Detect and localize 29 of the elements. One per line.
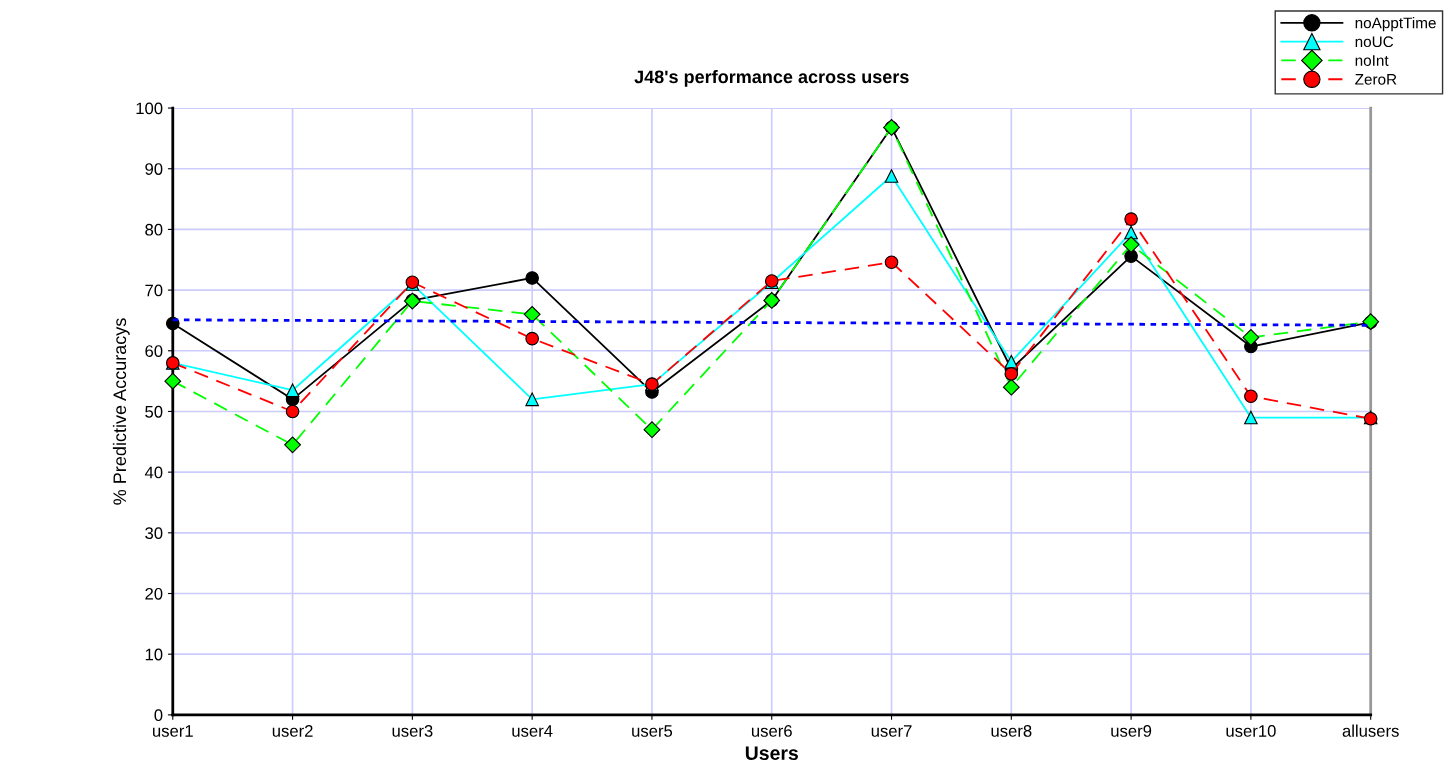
chart-title: J48's performance across users	[634, 69, 909, 87]
y-axis-title: % Predictive Accuracys	[112, 318, 130, 505]
y-tick-label: 20	[145, 587, 163, 600]
x-tick-label: user6	[751, 725, 792, 737]
y-tick-label: 50	[145, 405, 163, 418]
x-tick-label: user5	[632, 725, 673, 737]
y-tick-label: 10	[145, 648, 163, 661]
x-tick-label: user1	[153, 725, 193, 737]
y-tick-label: 40	[144, 466, 163, 479]
y-tick-label: 0	[154, 709, 163, 722]
y-tick-label: 70	[145, 284, 163, 297]
legend-label: ZeroR	[1355, 74, 1397, 85]
x-tick-label: user7	[871, 725, 912, 737]
x-tick-label: user4	[512, 725, 553, 737]
y-tick-label: 60	[145, 345, 163, 357]
x-tick-label: user10	[1226, 725, 1276, 737]
x-tick-label: user8	[991, 725, 1032, 737]
y-tick-label: 30	[145, 527, 163, 540]
x-tick-label: user3	[392, 725, 433, 737]
x-tick-label: user2	[272, 725, 313, 737]
y-tick-label: 90	[145, 163, 163, 175]
y-tick-label: 80	[145, 223, 163, 236]
y-tick-label: 100	[136, 102, 163, 115]
legend-label: noApptTime	[1355, 17, 1436, 32]
x-axis-title: Users	[745, 746, 798, 760]
legend-label: noUC	[1355, 36, 1394, 48]
x-tick-label: user9	[1111, 725, 1152, 737]
x-tick-label: allusers	[1342, 724, 1399, 737]
legend-label: noInt	[1355, 55, 1389, 66]
